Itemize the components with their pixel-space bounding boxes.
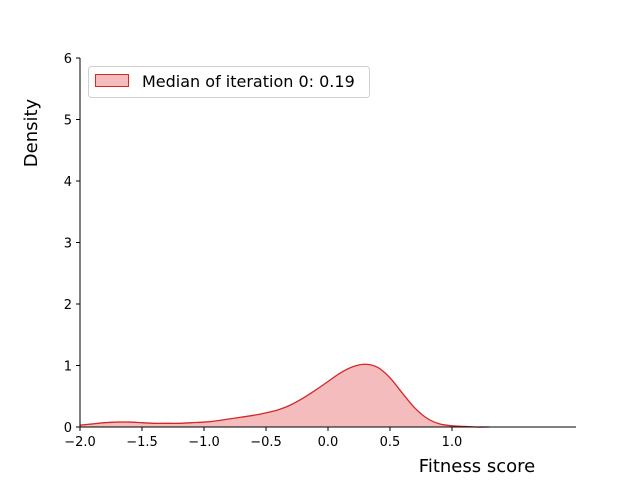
legend-label: Median of iteration 0: 0.19 (142, 72, 355, 91)
plot-area (79, 363, 490, 428)
y-axis-label: Density (21, 98, 42, 167)
legend: Median of iteration 0: 0.19 (88, 66, 370, 98)
x-tick-label: 1.0 (442, 435, 463, 450)
density-fill (80, 364, 490, 428)
legend-swatch (95, 74, 129, 87)
y-tick-label: 3 (64, 237, 72, 252)
x-tick-label: 0.5 (380, 435, 401, 450)
y-tick-label: 0 (64, 421, 72, 436)
y-tick-label: 1 (64, 360, 72, 375)
x-axis-label: Fitness score (419, 456, 535, 477)
legend-box (88, 66, 370, 98)
x-tick-label: −1.5 (126, 435, 158, 450)
density-line (79, 363, 490, 428)
x-tick-label: −0.5 (250, 435, 282, 450)
x-tick-label: −2.0 (64, 435, 96, 450)
y-tick-label: 5 (64, 114, 72, 129)
axes: −2.0 −1.5 −1.0 −0.5 0.0 0.5 1.0 0 1 2 3 4 5 6 (64, 52, 576, 450)
x-tick-label: 0.0 (318, 435, 339, 450)
y-tick-label: 4 (64, 175, 72, 190)
x-tick-label: −1.0 (188, 435, 220, 450)
y-tick-label: 6 (64, 52, 72, 67)
y-tick-label: 2 (64, 298, 72, 313)
